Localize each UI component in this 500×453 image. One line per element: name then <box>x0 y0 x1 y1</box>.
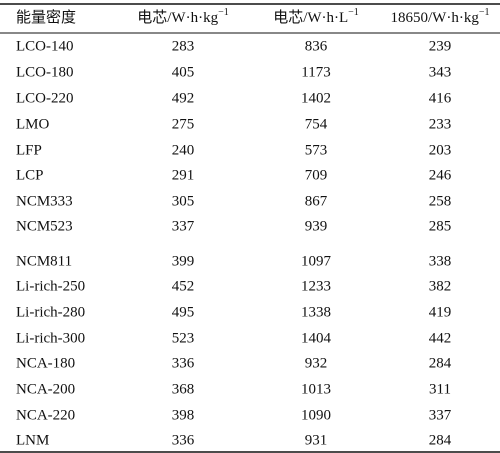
cell-value: 1233 <box>301 278 331 294</box>
cell-value: 337 <box>172 218 195 234</box>
cell-value: 867 <box>305 193 328 209</box>
cell-value: 836 <box>305 38 328 54</box>
row-label: NCM523 <box>16 218 73 234</box>
row-label: LCP <box>16 167 44 183</box>
cell-value: 239 <box>429 38 452 54</box>
cell-value: 754 <box>305 116 328 132</box>
header-text: 18650/W·h·kg <box>391 10 480 26</box>
cell-value: 382 <box>429 278 452 294</box>
row-label: NCA-220 <box>16 407 75 423</box>
header-sup: −1 <box>348 7 359 18</box>
cell-value: 442 <box>429 330 452 346</box>
cell-value: 492 <box>172 90 195 106</box>
cell-value: 523 <box>172 330 195 346</box>
cell-value: 291 <box>172 167 195 183</box>
cell-value: 1090 <box>301 407 331 423</box>
cell-value: 285 <box>429 218 452 234</box>
header-cell: 18650/W·h·kg−1 <box>391 7 490 26</box>
row-label: LNM <box>16 432 49 448</box>
cell-value: 336 <box>172 432 195 448</box>
cell-value: 1338 <box>301 304 331 320</box>
cell-value: 416 <box>429 90 452 106</box>
header-sup: −1 <box>479 7 490 18</box>
cell-value: 275 <box>172 116 195 132</box>
cell-value: 368 <box>172 381 195 397</box>
row-label: NCM333 <box>16 193 73 209</box>
row-label: LCO-220 <box>16 90 74 106</box>
row-label: LCO-180 <box>16 64 74 80</box>
cell-value: 246 <box>429 167 452 183</box>
header-text: 电芯/W·h·L <box>273 9 348 26</box>
cell-value: 305 <box>172 193 195 209</box>
row-label: Li-rich-280 <box>16 304 85 320</box>
header-cell: 能量密度 <box>16 9 76 26</box>
cell-value: 311 <box>429 381 451 397</box>
row-label: NCA-200 <box>16 381 75 397</box>
row-label: LFP <box>16 142 42 158</box>
row-label: Li-rich-300 <box>16 330 85 346</box>
cell-value: 419 <box>429 304 452 320</box>
cell-value: 495 <box>172 304 195 320</box>
row-label: LCO-140 <box>16 38 74 54</box>
cell-value: 573 <box>305 142 328 158</box>
cell-value: 258 <box>429 193 452 209</box>
cell-value: 1404 <box>301 330 332 346</box>
cell-value: 931 <box>305 432 328 448</box>
header-sup: −1 <box>218 7 229 18</box>
row-label: Li-rich-250 <box>16 278 85 294</box>
header-text: 电芯/W·h·kg <box>137 9 218 26</box>
cell-value: 1097 <box>301 253 332 269</box>
cell-value: 343 <box>429 64 452 80</box>
cell-value: 398 <box>172 407 195 423</box>
cell-value: 399 <box>172 253 195 269</box>
cell-value: 1013 <box>301 381 331 397</box>
cell-value: 284 <box>429 355 452 371</box>
header-cell: 电芯/W·h·kg−1 <box>137 7 228 26</box>
row-label: NCA-180 <box>16 355 75 371</box>
cell-value: 336 <box>172 355 195 371</box>
cell-value: 405 <box>172 64 195 80</box>
cell-value: 240 <box>172 142 195 158</box>
cell-value: 284 <box>429 432 452 448</box>
cell-value: 452 <box>172 278 195 294</box>
cell-value: 283 <box>172 38 195 54</box>
header-cell: 电芯/W·h·L−1 <box>273 7 359 26</box>
cell-value: 939 <box>305 218 328 234</box>
cell-value: 709 <box>305 167 328 183</box>
header-text: 能量密度 <box>16 9 76 26</box>
row-label: NCM811 <box>16 253 72 269</box>
cell-value: 337 <box>429 407 452 423</box>
row-label: LMO <box>16 116 50 132</box>
cell-value: 1402 <box>301 90 331 106</box>
cell-value: 1173 <box>301 64 330 80</box>
cell-value: 338 <box>429 253 452 269</box>
cell-value: 233 <box>429 116 452 132</box>
cell-value: 203 <box>429 142 452 158</box>
cell-value: 932 <box>305 355 328 371</box>
